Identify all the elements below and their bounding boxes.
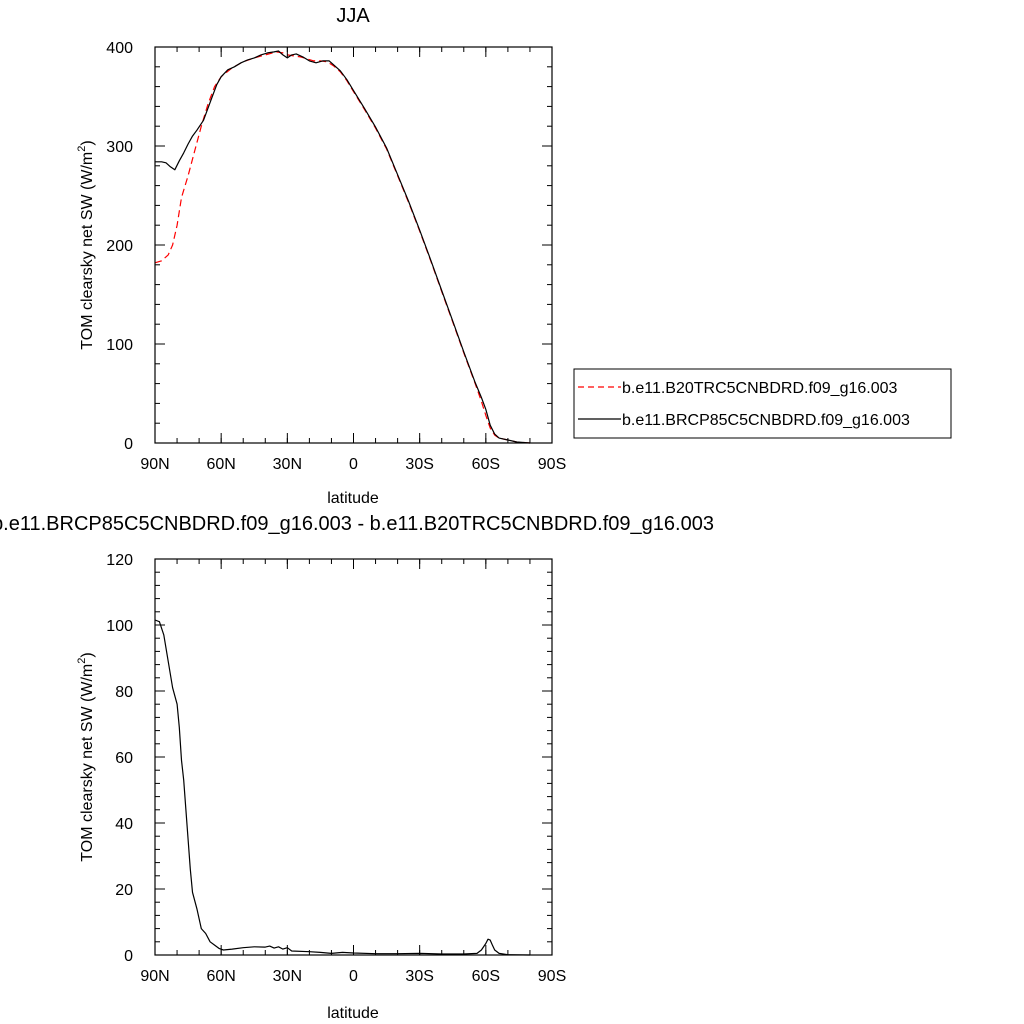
chart0-x-tick-label: 0 bbox=[349, 456, 358, 473]
bottom-chart-title: b.e11.BRCP85C5CNBDRD.f09_g16.003 - b.e11… bbox=[0, 513, 714, 535]
chart1-y-tick-label: 80 bbox=[115, 684, 133, 701]
bottom-chart-y-axis-label: TOM clearsky net SW (W/m2) bbox=[76, 652, 96, 861]
legend-box bbox=[573, 368, 952, 439]
top-chart-x-axis-label: latitude bbox=[327, 490, 379, 507]
bottom-chart-ticks: 90N 60N 30N 0 30S 60S 90S 0 20 40 60 80 100 120 bbox=[106, 552, 566, 985]
bottom-chart-x-axis-label: latitude bbox=[327, 1005, 379, 1022]
chart0-x-tick-label: 30N bbox=[273, 456, 302, 473]
top-chart-ticks: 90N 60N 30N 0 30S 60S 90S 0 100 200 300 400 bbox=[106, 40, 566, 473]
top-chart-title: JJA bbox=[336, 5, 370, 27]
chart0-y-tick-label: 0 bbox=[124, 436, 133, 453]
chart0-x-tick-label: 60S bbox=[472, 456, 500, 473]
bottom-chart-series-group bbox=[154, 619, 530, 956]
chart0-y-tick-label: 100 bbox=[106, 337, 133, 354]
chart1-y-tick-label: 60 bbox=[115, 750, 133, 767]
chart0-y-tick-label: 400 bbox=[106, 40, 133, 57]
chart0-y-tick-label: 300 bbox=[106, 139, 133, 156]
chart1-y-tick-label: 20 bbox=[115, 882, 133, 899]
chart1-x-tick-label: 90S bbox=[538, 968, 566, 985]
chart0-x-tick-label: 90N bbox=[140, 456, 169, 473]
chart0-x-tick-label: 30S bbox=[405, 456, 433, 473]
chart1-x-tick-label: 60S bbox=[472, 968, 500, 985]
chart1-x-tick-label: 30N bbox=[273, 968, 302, 985]
chart1-y-tick-label: 120 bbox=[106, 552, 133, 569]
chart1-y-tick-label: 40 bbox=[115, 816, 133, 833]
chart0-x-tick-label: 60N bbox=[206, 456, 235, 473]
chart0-y-tick-label: 200 bbox=[106, 238, 133, 255]
chart1-x-tick-label: 0 bbox=[349, 968, 358, 985]
chart1-x-tick-label: 60N bbox=[206, 968, 235, 985]
top-chart-series-group bbox=[154, 50, 530, 444]
chart-legend: b.e11.B20TRC5CNBDRD.f09_g16.003 b.e11.BR… bbox=[573, 368, 952, 439]
legend-label-historical: b.e11.B20TRC5CNBDRD.f09_g16.003 bbox=[622, 380, 898, 397]
chart1-y-tick-label: 100 bbox=[106, 618, 133, 635]
top-chart-panel: JJA 90N 60N 30N 0 30S 60S 90S 0 100 200 300 400 lat… bbox=[76, 5, 566, 507]
bottom-chart-plot-frame bbox=[154, 558, 553, 956]
chart1-x-tick-label: 90N bbox=[140, 968, 169, 985]
chart1-series-line-0 bbox=[154, 619, 530, 956]
chart0-series-line-1 bbox=[155, 50, 530, 444]
chart1-x-tick-label: 30S bbox=[405, 968, 433, 985]
top-chart-y-axis-label: TOM clearsky net SW (W/m2) bbox=[76, 140, 96, 349]
bottom-chart-panel: b.e11.BRCP85C5CNBDRD.f09_g16.003 - b.e11… bbox=[0, 513, 714, 1022]
chart0-series-line-0 bbox=[154, 51, 530, 444]
legend-label-rcp85: b.e11.BRCP85C5CNBDRD.f09_g16.003 bbox=[622, 412, 910, 429]
chart0-x-tick-label: 90S bbox=[538, 456, 566, 473]
chart1-y-tick-label: 0 bbox=[124, 948, 133, 965]
top-chart-plot-frame bbox=[154, 46, 553, 444]
